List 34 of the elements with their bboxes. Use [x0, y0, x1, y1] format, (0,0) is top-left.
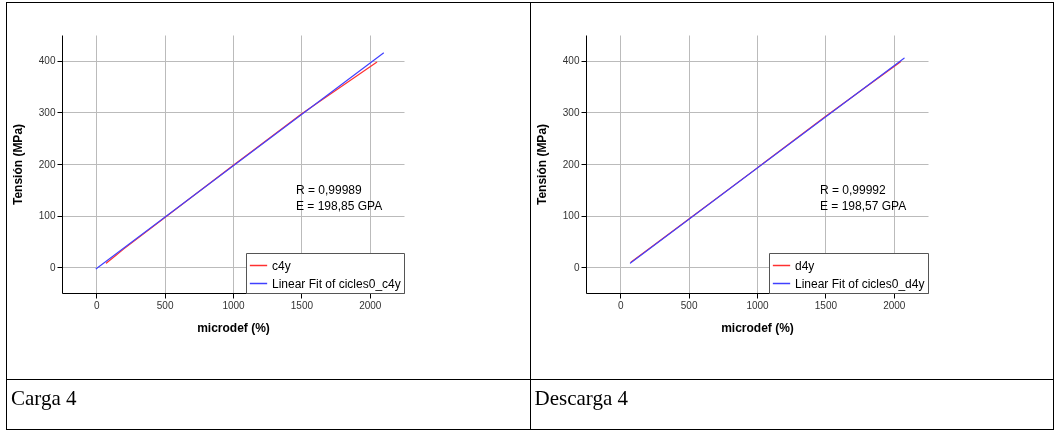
y-tick-label: 300: [38, 106, 56, 118]
y-tick-label: 0: [573, 261, 580, 273]
x-tick-label: 0: [617, 299, 624, 311]
annotation: R = 0,99989: [296, 182, 363, 197]
y-tick-label: 400: [562, 55, 580, 67]
x-tick-label: 1500: [290, 299, 314, 311]
y-tick-label: 400: [38, 55, 56, 67]
x-tick-label: 1500: [814, 299, 837, 311]
x-tick-label: 500: [680, 299, 698, 311]
legend-label: c4y: [272, 258, 291, 273]
x-tick-label: 1000: [745, 299, 769, 311]
x-tick-label: 0: [93, 299, 100, 311]
x-tick-label: 1000: [222, 299, 246, 311]
x-axis-title: microdef (%): [197, 320, 270, 335]
y-axis-title: Tensión (MPa): [10, 123, 25, 206]
x-axis-title: microdef (%): [720, 320, 794, 335]
y-tick-label: 0: [49, 261, 56, 273]
legend-label: Linear Fit of cicles0_c4y: [272, 276, 401, 291]
y-tick-label: 200: [38, 158, 56, 170]
y-tick-label: 300: [562, 106, 580, 118]
annotation: E = 198,85 GPA: [296, 198, 383, 213]
annotation: R = 0,99992: [819, 182, 886, 197]
y-tick-label: 200: [562, 158, 580, 170]
text: Descarga 4: [530, 379, 1054, 430]
text: Carga 4: [6, 379, 530, 430]
annotation: E = 198,57 GPA: [819, 198, 906, 213]
legend-label: d4y: [794, 258, 814, 273]
y-tick-label: 100: [38, 210, 56, 222]
y-axis-title: Tensión (MPa): [534, 123, 549, 206]
legend-label: Linear Fit of cicles0_d4y: [794, 276, 924, 291]
x-tick-label: 500: [156, 299, 174, 311]
x-tick-label: 2000: [359, 299, 382, 311]
y-tick-label: 100: [562, 210, 580, 222]
x-tick-label: 2000: [882, 299, 906, 311]
